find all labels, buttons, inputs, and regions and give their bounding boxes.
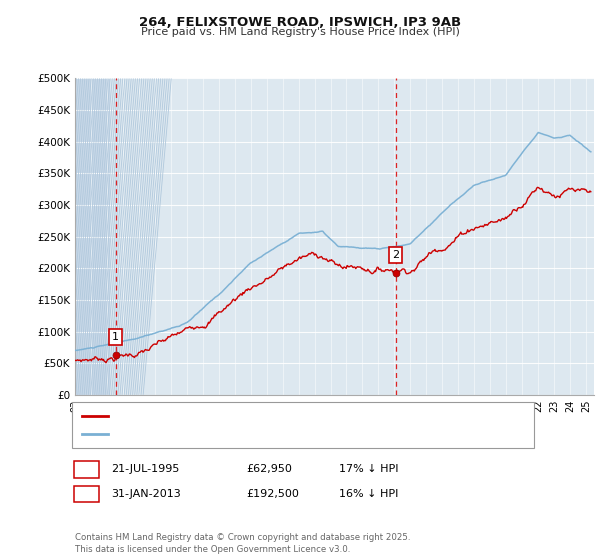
Text: 16% ↓ HPI: 16% ↓ HPI (339, 489, 398, 499)
Text: 264, FELIXSTOWE ROAD, IPSWICH, IP3 9AB (detached house): 264, FELIXSTOWE ROAD, IPSWICH, IP3 9AB (… (112, 411, 417, 421)
Text: 1: 1 (112, 332, 119, 342)
Bar (75, 78, 110, 395)
Text: £62,950: £62,950 (246, 464, 292, 474)
Text: 31-JAN-2013: 31-JAN-2013 (111, 489, 181, 499)
Text: £192,500: £192,500 (246, 489, 299, 499)
Text: 2: 2 (392, 250, 399, 260)
Text: 21-JUL-1995: 21-JUL-1995 (111, 464, 179, 474)
Text: 1: 1 (83, 463, 90, 476)
Text: HPI: Average price, detached house, Ipswich: HPI: Average price, detached house, Ipsw… (112, 429, 334, 439)
Text: 264, FELIXSTOWE ROAD, IPSWICH, IP3 9AB: 264, FELIXSTOWE ROAD, IPSWICH, IP3 9AB (139, 16, 461, 29)
Text: Contains HM Land Registry data © Crown copyright and database right 2025.
This d: Contains HM Land Registry data © Crown c… (75, 533, 410, 554)
Text: 2: 2 (83, 487, 90, 501)
Text: Price paid vs. HM Land Registry's House Price Index (HPI): Price paid vs. HM Land Registry's House … (140, 27, 460, 37)
Text: 17% ↓ HPI: 17% ↓ HPI (339, 464, 398, 474)
